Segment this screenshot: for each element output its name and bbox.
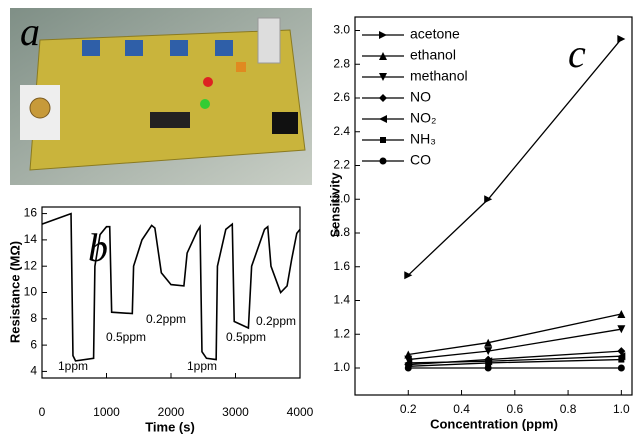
y-tick-label: 16 [24, 206, 38, 220]
potentiometer [82, 40, 100, 56]
potentiometer [125, 40, 143, 56]
y-tick-label: 1.2 [333, 326, 350, 340]
data-line [408, 328, 622, 361]
data-marker [617, 364, 625, 372]
power-jack [272, 112, 298, 134]
x-tick-label: 0.4 [453, 402, 470, 416]
y-tick-label: 14 [24, 232, 38, 246]
y-axis-label: Sensitivity [327, 172, 342, 238]
legend-label: NO₂ [410, 110, 436, 126]
legend-label: NH₃ [410, 131, 436, 147]
photo: a [10, 8, 312, 185]
y-tick-label: 2.8 [333, 56, 350, 70]
annotation: 0.5ppm [226, 330, 266, 344]
data-marker [404, 271, 413, 280]
data-marker [484, 338, 493, 347]
panel-label: a [20, 9, 40, 54]
x-tick-label: 4000 [287, 405, 314, 419]
y-tick-label: 8 [30, 311, 37, 325]
annotation: 0.2ppm [146, 312, 186, 326]
legend-label: ethanol [410, 47, 456, 63]
x-tick-label: 1000 [93, 405, 120, 419]
led-red [203, 77, 213, 87]
data-marker [617, 325, 626, 334]
panel-label: c [568, 31, 586, 76]
potentiometer [170, 40, 188, 56]
y-tick-label: 12 [24, 258, 38, 272]
x-tick-label: 3000 [222, 405, 249, 419]
sensor [29, 97, 51, 119]
led-green [200, 99, 210, 109]
x-tick-label: 1.0 [613, 402, 630, 416]
y-tick-label: 2.0 [333, 191, 350, 205]
annotation: 0.2ppm [256, 314, 296, 328]
legend-marker [379, 31, 387, 39]
y-tick-label: 6 [30, 337, 37, 351]
potentiometer [215, 40, 233, 56]
annotation: 0.5ppm [106, 330, 146, 344]
data-marker [484, 347, 493, 356]
y-tick-label: 4 [30, 364, 37, 378]
y-tick-label: 1.6 [333, 259, 350, 273]
y-axis-label: Resistance (MΩ) [7, 241, 22, 343]
x-tick-label: 0.6 [506, 402, 523, 416]
y-tick-label: 1.0 [333, 360, 350, 374]
x-tick-label: 0 [39, 405, 46, 419]
legend-marker [379, 157, 387, 165]
capacitor [236, 62, 246, 72]
legend-label: NO [410, 89, 431, 105]
y-tick-label: 10 [24, 285, 38, 299]
annotation: 1ppm [187, 359, 217, 373]
data-marker [617, 34, 626, 43]
y-tick-label: 2.2 [333, 158, 350, 172]
legend-marker [379, 52, 387, 60]
legend-marker [380, 137, 386, 143]
x-tick-label: 2000 [158, 405, 185, 419]
x-axis-label: Concentration (ppm) [430, 416, 558, 431]
y-tick-label: 1.4 [333, 293, 350, 307]
plot-frame [41, 206, 301, 379]
data-marker [617, 310, 626, 318]
heatsink [257, 17, 281, 64]
data-marker [484, 364, 492, 372]
data-line [41, 212, 301, 362]
data-marker [404, 364, 412, 372]
x-tick-label: 0.8 [560, 402, 577, 416]
legend-label: methanol [410, 68, 468, 84]
y-tick-label: 2.6 [333, 90, 350, 104]
data-marker [617, 347, 626, 356]
annotation: 1ppm [58, 359, 88, 373]
data-marker [485, 359, 492, 366]
x-tick-label: 0.2 [400, 402, 417, 416]
data-marker [484, 195, 493, 204]
legend-marker [379, 73, 387, 81]
legend-label: acetone [410, 26, 460, 42]
y-tick-label: 1.8 [333, 225, 350, 239]
y-tick-label: 2.4 [333, 124, 350, 138]
x-axis-label: Time (s) [145, 419, 195, 434]
legend-label: CO [410, 152, 431, 168]
data-marker [404, 355, 413, 364]
y-tick-label: 3.0 [333, 23, 350, 37]
legend-marker [379, 94, 387, 102]
data-marker [618, 356, 625, 363]
legend-marker [379, 115, 387, 123]
plot-frame [354, 16, 633, 396]
chip [150, 112, 190, 128]
